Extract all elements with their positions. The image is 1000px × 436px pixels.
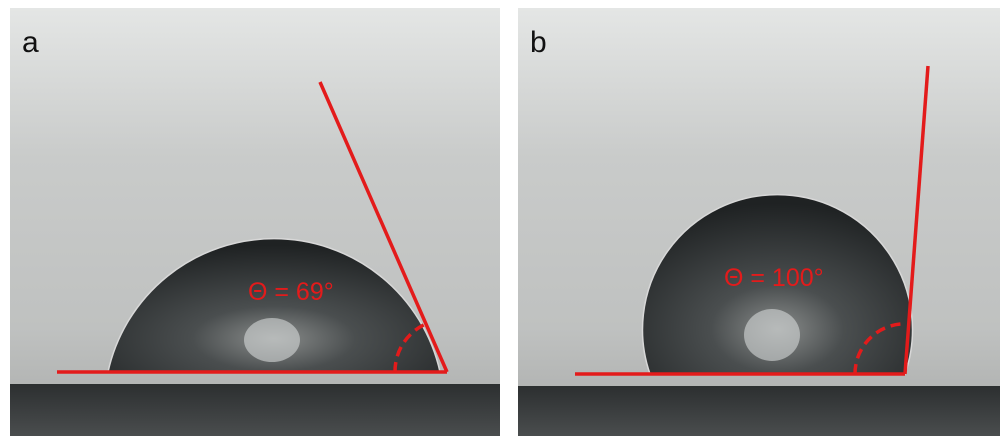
page: a Θ = 69° b Θ = 100° (() => { const data… [0,0,1000,436]
panel-b: b Θ = 100° [518,8,1000,436]
reflection [244,318,300,362]
panel-a: a Θ = 69° [10,8,500,436]
angle-annotation: Θ = 100° [724,264,824,292]
reflection [744,309,800,361]
substrate [10,384,500,436]
angle-annotation: Θ = 69° [248,278,334,306]
panel-label: a [22,26,39,59]
panel-label: b [530,26,547,59]
substrate [518,386,1000,436]
figure: a Θ = 69° b Θ = 100° [0,0,1000,436]
